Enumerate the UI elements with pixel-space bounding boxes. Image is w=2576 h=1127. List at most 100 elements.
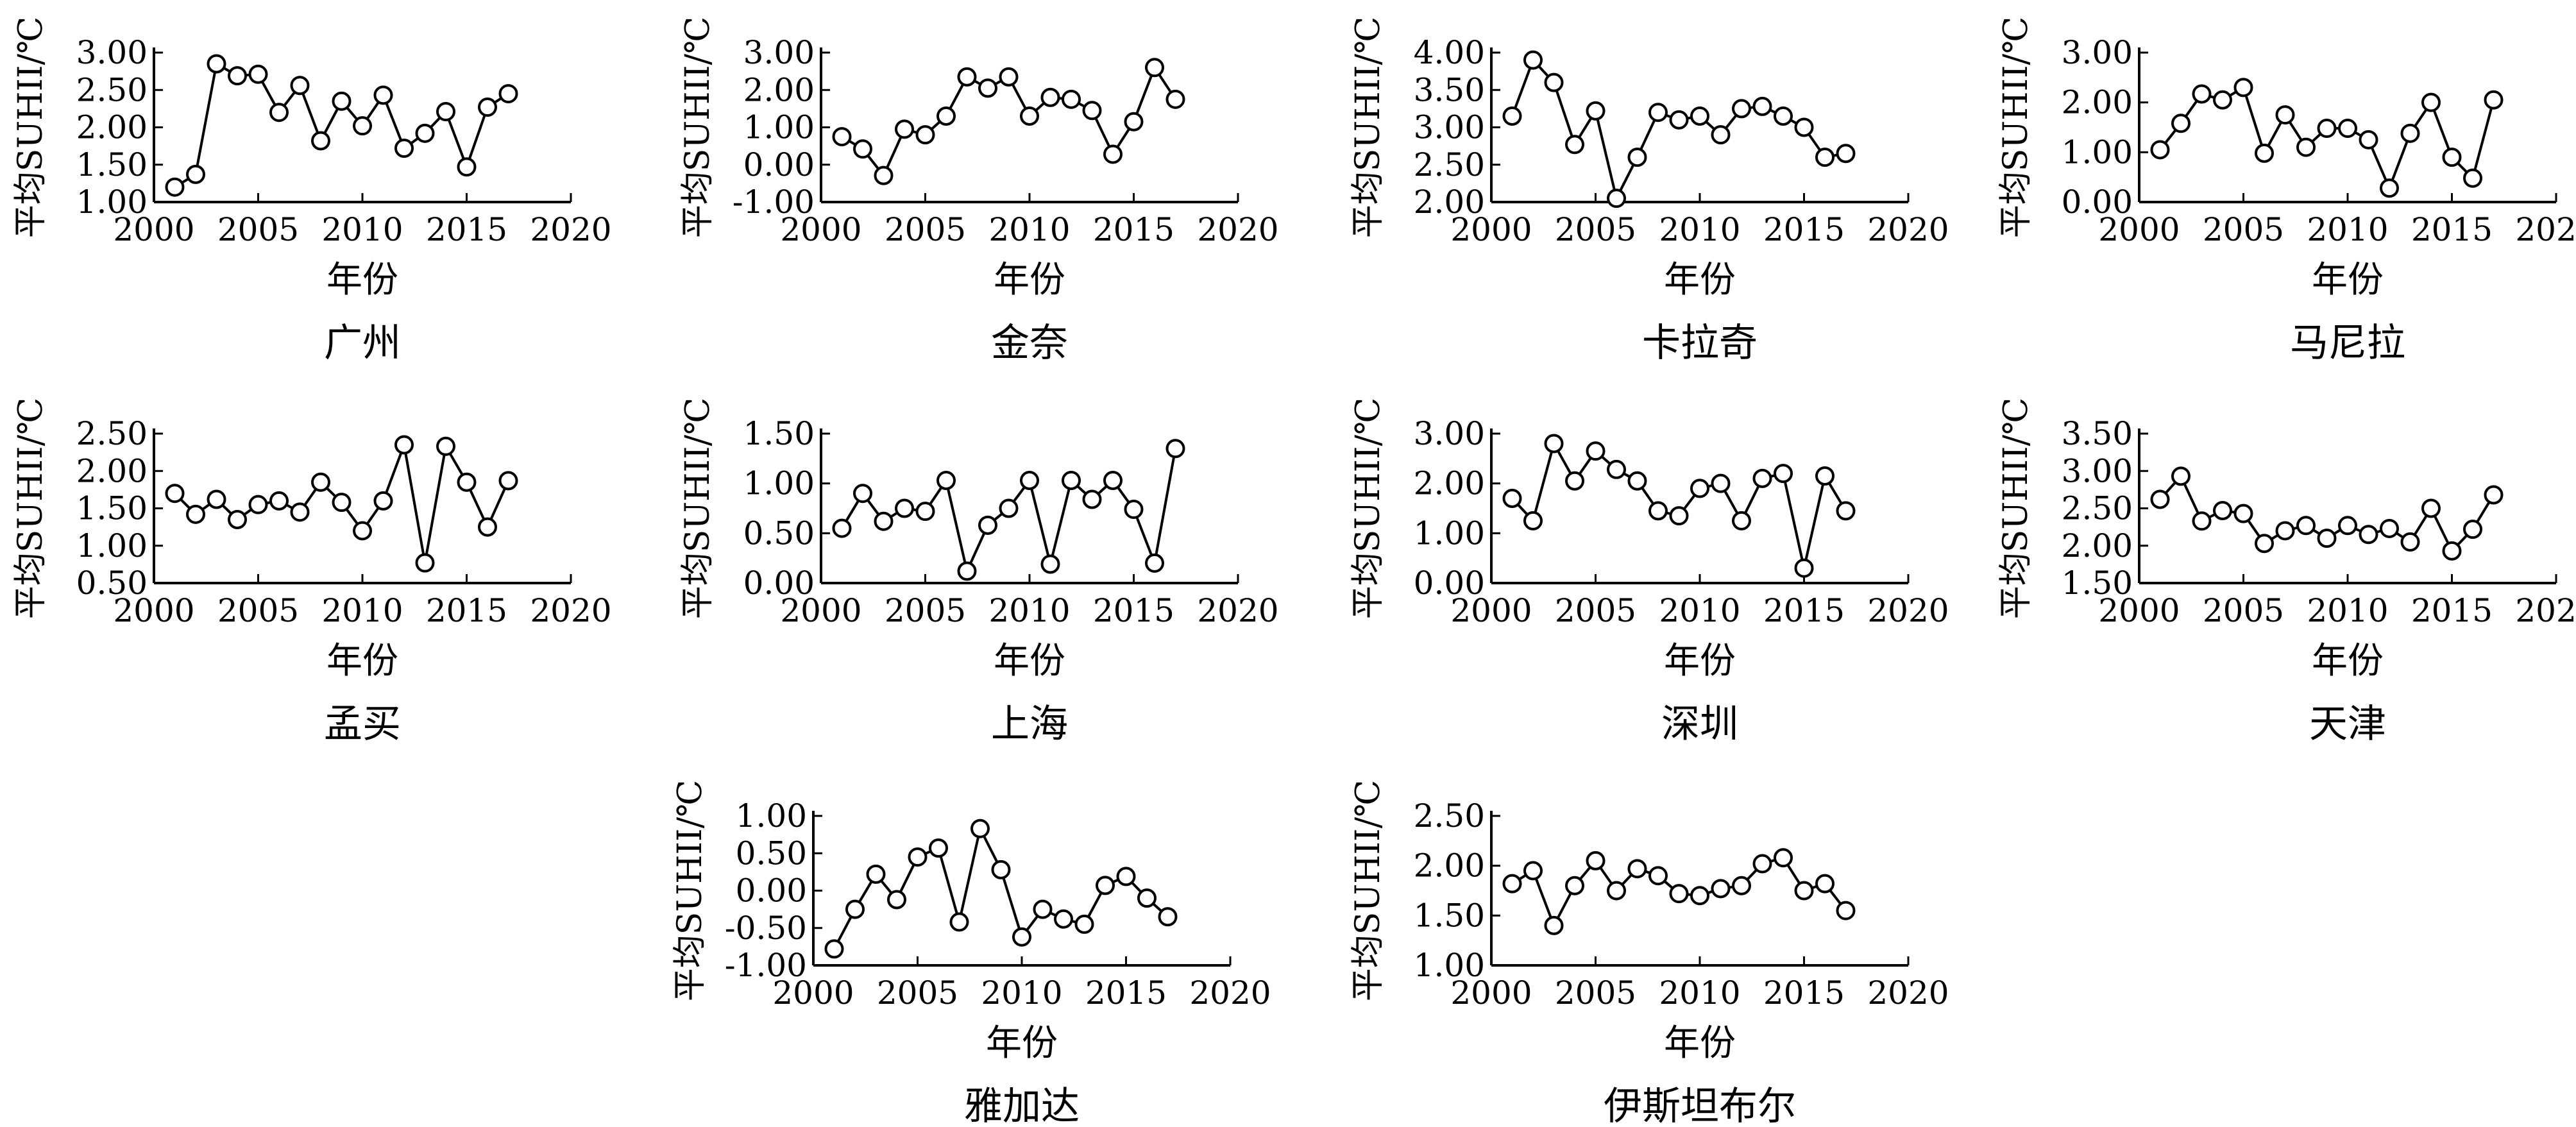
data-point [2150, 140, 2170, 160]
x-tick-label: 2015 [426, 211, 507, 248]
data-point [866, 864, 886, 884]
data-point [353, 116, 372, 136]
data-point [2380, 518, 2399, 538]
data-point [248, 495, 268, 514]
data-point [186, 504, 205, 524]
x-tick-label: 2020 [2515, 592, 2576, 629]
data-point [373, 85, 393, 105]
data-point [1020, 471, 1039, 491]
data-point [1732, 511, 1751, 530]
data-point [2484, 90, 2504, 110]
x-tick-label: 2010 [321, 592, 403, 629]
data-point [332, 493, 352, 513]
data-point [1607, 189, 1626, 208]
data-point [1040, 554, 1060, 574]
data-point [1732, 99, 1751, 119]
y-tick-label: 1.50 [76, 490, 148, 527]
chart-panel: 0.00 1.00 2.00 3.00 2000 2005 2010 2015 2020 平均SU… [1349, 398, 1949, 747]
y-axis-title: 平均SUHII/℃ [1349, 398, 1387, 620]
chart-panel: 0.00 0.50 1.00 1.50 2000 2005 2010 2015 2020 平均SU… [679, 398, 1279, 747]
x-tick-label: 2005 [217, 592, 299, 629]
y-axis-title: 平均SUHII/℃ [12, 398, 50, 620]
x-tick-label: 2010 [988, 592, 1070, 629]
data-point [874, 511, 894, 531]
data-point [895, 119, 914, 139]
data-point [1082, 101, 1102, 121]
data-point [957, 561, 977, 581]
data-point [1648, 866, 1668, 886]
data-point [1711, 879, 1731, 899]
y-tick-label: 1.00 [1414, 947, 1485, 984]
y-tick-label: 1.00 [743, 109, 815, 146]
x-tick-label: 2005 [2203, 211, 2284, 248]
x-tick-label: 2005 [885, 592, 966, 629]
data-point [999, 67, 1019, 87]
x-axis-title: 年份 [1664, 640, 1736, 682]
data-point [2317, 119, 2337, 139]
data-point [2484, 485, 2504, 505]
data-point [2421, 92, 2441, 112]
data-point [228, 66, 247, 86]
data-point [1544, 915, 1564, 935]
y-tick-label: 2.00 [1414, 847, 1485, 885]
y-tick-label: 3.00 [743, 34, 815, 71]
data-point [1544, 434, 1564, 453]
y-tick-label: 2.00 [2062, 527, 2133, 564]
x-tick-label: 2005 [1555, 974, 1636, 1012]
data-point [1627, 859, 1647, 879]
data-point [1158, 907, 1178, 927]
data-point [978, 78, 997, 98]
x-tick-label: 2015 [1763, 211, 1845, 248]
data-point [1502, 874, 1522, 894]
y-tick-label: 2.50 [1414, 146, 1485, 183]
y-tick-label: 0.00 [743, 564, 815, 602]
x-tick-label: 2015 [2411, 592, 2493, 629]
data-point [1794, 558, 1814, 578]
y-tick-label: 1.00 [743, 465, 815, 502]
y-tick-label: -0.50 [725, 910, 807, 947]
y-tick-label: 2.00 [743, 71, 815, 108]
data-point [949, 912, 969, 932]
x-tick-label: 2015 [1085, 974, 1167, 1012]
x-tick-label: 2010 [321, 211, 403, 248]
data-point [1124, 500, 1144, 520]
data-point [1565, 876, 1584, 895]
data-point [1836, 144, 1856, 164]
x-axis-title: 年份 [1664, 259, 1736, 301]
data-point [936, 471, 956, 491]
x-axis-title: 年份 [2312, 640, 2384, 682]
x-tick-label: 2000 [2098, 211, 2180, 248]
data-point [1732, 876, 1751, 895]
data-point [478, 97, 497, 117]
data-point [1082, 489, 1102, 509]
y-tick-label: 3.00 [2062, 34, 2133, 71]
data-point [929, 838, 948, 858]
data-point [853, 484, 872, 504]
x-tick-label: 2020 [1867, 974, 1949, 1012]
x-tick-label: 2000 [1450, 211, 1532, 248]
data-point [2400, 123, 2420, 143]
data-point [311, 131, 330, 151]
data-point [1648, 501, 1668, 521]
data-point [207, 489, 226, 509]
x-tick-label: 2015 [2411, 211, 2493, 248]
data-point [1752, 854, 1772, 874]
data-point [1586, 851, 1606, 870]
chart-title: 上海 [991, 702, 1068, 747]
x-tick-label: 2000 [772, 974, 854, 1012]
y-axis-title: 平均SUHII/℃ [1997, 17, 2035, 239]
y-tick-label: 3.00 [2062, 452, 2133, 489]
data-point [2338, 516, 2357, 536]
chart-title: 金奈 [991, 321, 1068, 366]
data-point [832, 518, 852, 538]
data-point [1586, 441, 1606, 461]
data-point [1690, 106, 1709, 126]
data-point [228, 509, 247, 529]
x-tick-label: 2015 [1093, 211, 1174, 248]
x-tick-label: 2010 [988, 211, 1070, 248]
data-point [311, 472, 330, 492]
y-tick-label: 0.00 [2062, 183, 2133, 221]
y-tick-label: 0.50 [76, 564, 148, 602]
x-tick-label: 2020 [1867, 211, 1949, 248]
